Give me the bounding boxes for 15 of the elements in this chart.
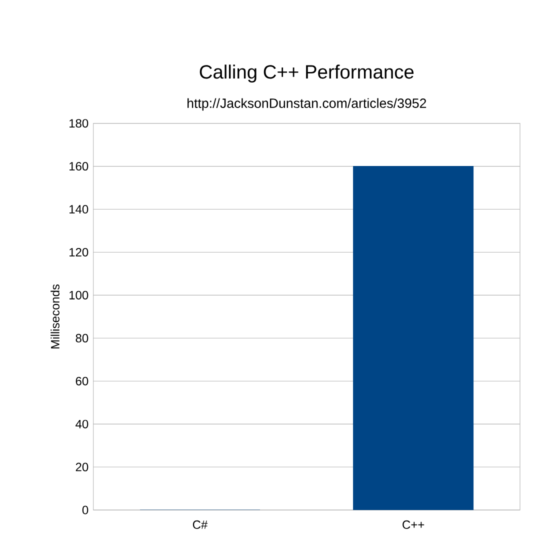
y-tick-label: 80 xyxy=(76,334,88,342)
y-tick-label: 20 xyxy=(76,462,88,472)
chart-title: Calling C++ Performance xyxy=(200,64,414,83)
y-tick-label: 160 xyxy=(70,162,88,171)
y-tick-label: 140 xyxy=(70,205,88,214)
y-tick-label: 0 xyxy=(82,506,88,514)
y-axis-title: Milliseconds xyxy=(50,284,60,348)
y-tick-label: 180 xyxy=(70,119,88,128)
x-tick-label: C# xyxy=(192,520,208,529)
y-tick-label: 100 xyxy=(70,290,88,300)
y-tick-label: 40 xyxy=(76,420,88,428)
chart-subtitle: http://JacksonDunstan.com/articles/3952 xyxy=(188,98,426,111)
x-tick-label: C++ xyxy=(402,520,424,529)
y-tick-label: 120 xyxy=(70,248,88,256)
y-tick-label: 60 xyxy=(76,376,88,386)
